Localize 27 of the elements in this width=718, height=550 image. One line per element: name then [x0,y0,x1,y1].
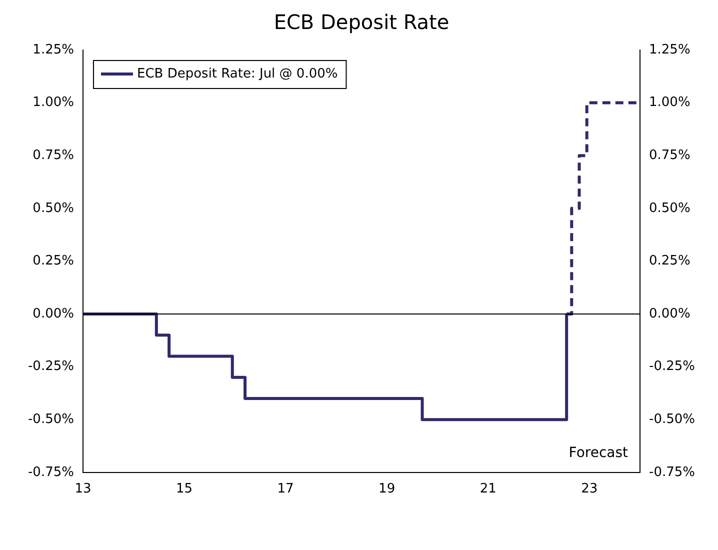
x-tick-label: 17 [277,482,294,497]
x-tick-label: 13 [74,482,92,497]
legend-label: ECB Deposit Rate: Jul @ 0.00% [136,66,338,82]
y2-tick-label: -0.25% [649,359,696,374]
chart-title: ECB Deposit Rate [274,10,450,34]
y-tick-label: 0.00% [32,306,74,322]
y-tick-label: -0.75% [28,464,74,480]
y-tick-label: 0.25% [32,254,74,269]
x-tick-label: 15 [176,482,193,497]
y-tick-label: 1.25% [32,42,74,58]
y2-tick-label: 1.25% [649,42,690,58]
x-tick-label: 19 [378,482,396,497]
x-tick-label: 23 [581,482,598,497]
y2-tick-label: 1.00% [649,95,690,110]
y-tick-label: 1.00% [32,95,74,110]
y-tick-label: -0.50% [28,412,74,427]
y-tick-label: -0.25% [28,359,74,374]
y2-tick-label: 0.50% [649,200,690,216]
y2-tick-label: 0.25% [649,254,690,269]
y-tick-label: 0.75% [32,148,74,163]
y-tick-label: 0.50% [32,200,74,216]
x-tick-label: 21 [480,482,496,497]
y2-tick-label: 0.00% [649,306,690,322]
y2-tick-label: -0.50% [649,412,696,427]
annotation: Forecast [568,445,629,462]
y2-tick-label: -0.75% [649,464,696,480]
y2-tick-label: 0.75% [649,148,690,163]
